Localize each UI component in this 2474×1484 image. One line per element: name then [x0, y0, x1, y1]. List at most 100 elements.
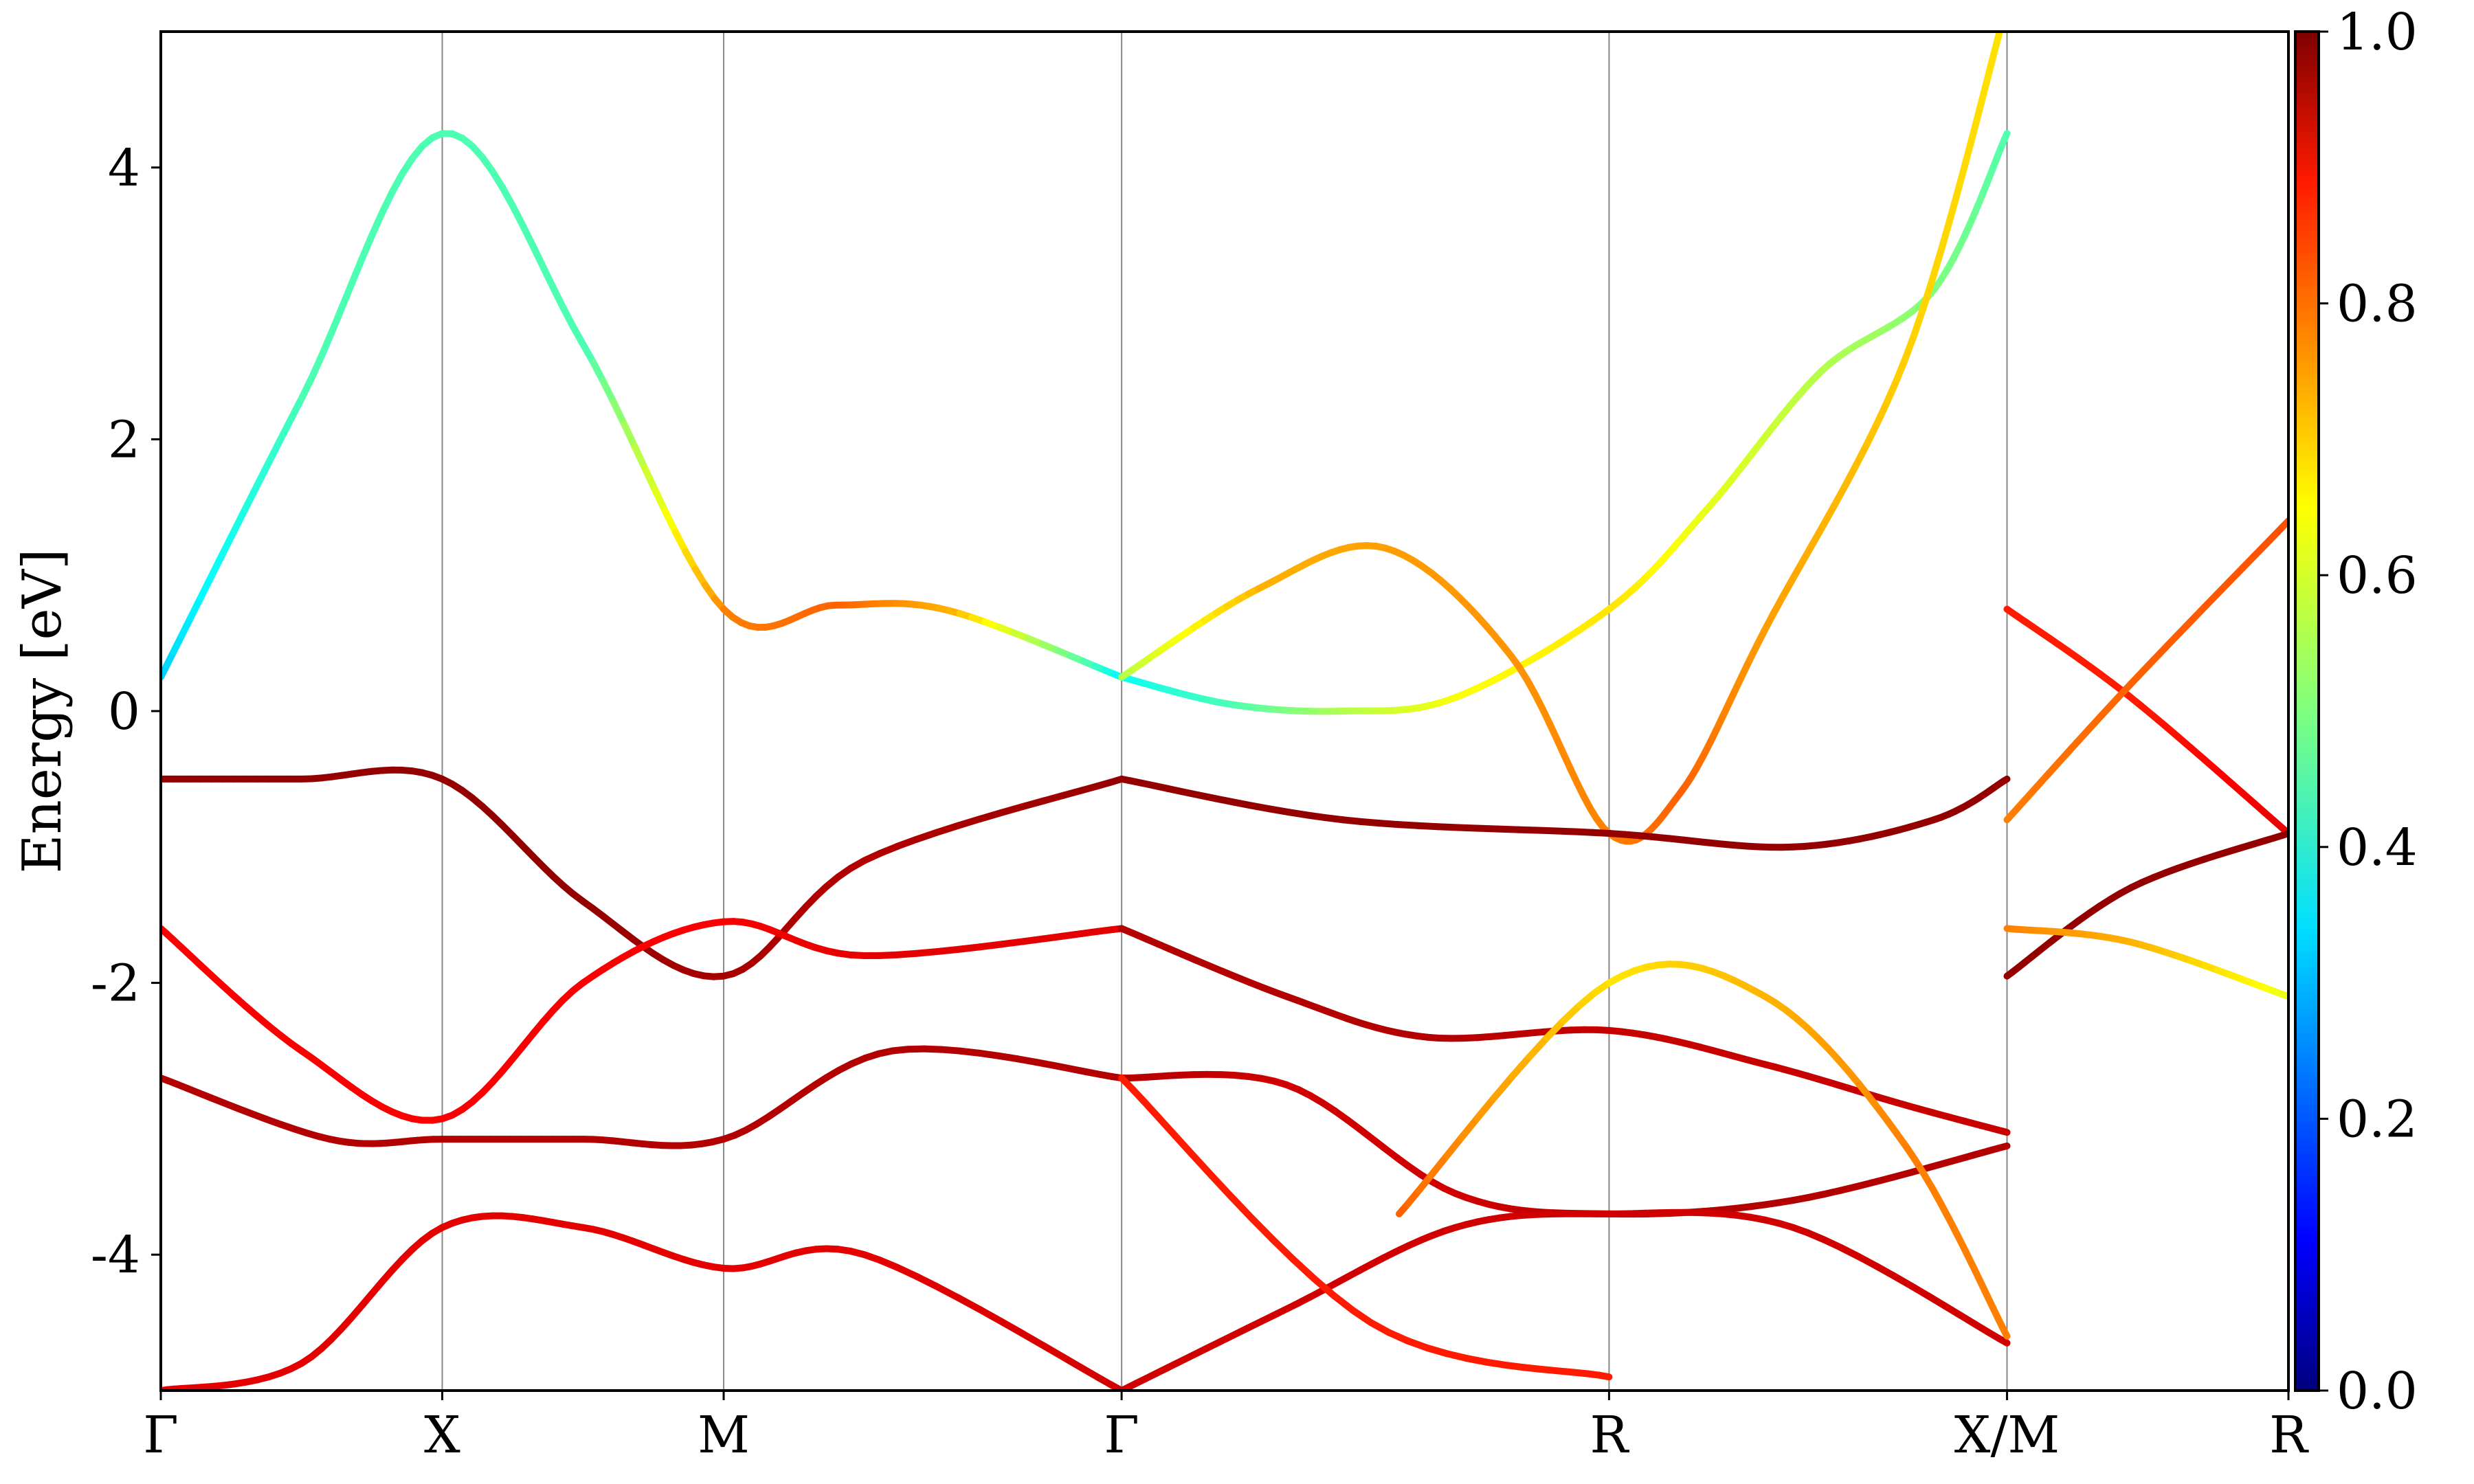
band-segment: [1994, 1142, 2011, 1152]
axis-ticks: Γ X M Γ R X/M R -4 -2 0 2 4: [91, 139, 2309, 1465]
band-segment: [1310, 1274, 1337, 1299]
band-segment: [338, 280, 355, 312]
band-segment: [1019, 935, 1048, 945]
band-segment: [998, 1318, 1027, 1338]
band-segment: [1227, 1193, 1256, 1222]
x-tick-label: M: [698, 1406, 750, 1465]
y-axis-title: Energy [eV]: [12, 549, 74, 874]
band-segment: [519, 221, 537, 249]
band-segment: [1873, 398, 1891, 427]
band-segment: [1155, 1114, 1179, 1139]
band-segment: [620, 420, 638, 449]
x-tick-label: X: [424, 1406, 460, 1465]
band-segment: [318, 328, 335, 359]
colorbar-tick-label: 0.0: [2337, 1362, 2418, 1421]
band-segment: [1289, 1256, 1317, 1282]
band-segment: [1208, 1172, 1235, 1201]
colorbar-ticks: 0.0 0.2 0.4 0.6 0.8 1.0: [2319, 3, 2418, 1421]
band-segment: [599, 378, 617, 406]
band-segment: [499, 184, 516, 210]
band-segment: [265, 436, 284, 466]
band-segment: [208, 550, 226, 581]
band-segment: [998, 802, 1027, 816]
band-segment: [977, 1306, 1005, 1325]
band-segment: [1969, 104, 1984, 139]
band-segment: [287, 395, 305, 423]
band-segment: [2001, 775, 2011, 785]
y-tick-label: -2: [91, 954, 140, 1013]
band-segment: [1019, 1330, 1048, 1350]
y-tick-label: 2: [108, 410, 140, 469]
band-segment: [378, 189, 396, 217]
band-segment: [529, 242, 546, 270]
band-segment: [1809, 521, 1827, 548]
band-segment: [662, 508, 679, 536]
band-segment: [933, 945, 962, 956]
band-segment: [977, 809, 1005, 823]
band-segment: [610, 398, 627, 427]
band-segment: [1427, 1154, 1449, 1179]
band-segment: [1945, 190, 1961, 227]
band-segment: [1141, 1098, 1163, 1121]
band-segment: [913, 829, 941, 843]
band-segment: [539, 262, 557, 291]
band-segment: [998, 938, 1027, 948]
band-segment: [1269, 1235, 1297, 1263]
x-tick-label: X/M: [1954, 1406, 2060, 1465]
band-segment: [2003, 4, 2007, 19]
band-segment: [187, 594, 205, 621]
band-segment: [1040, 1342, 1067, 1361]
y-tick-label: 0: [108, 682, 140, 741]
x-tick-label: Γ: [143, 1406, 178, 1465]
band-segment: [1852, 441, 1871, 469]
band-segment: [219, 528, 238, 558]
band-segment: [1919, 278, 1936, 312]
band-segment: [1171, 1132, 1196, 1159]
band-segment: [1457, 1114, 1481, 1142]
band-segment: [1349, 1307, 1374, 1327]
band-segment: [1983, 54, 1996, 86]
band-segment: [955, 816, 984, 829]
band-segment: [1442, 1134, 1464, 1161]
x-tick-label: Γ: [1104, 1406, 1139, 1465]
band-segment: [388, 170, 406, 196]
band-segment: [955, 1294, 984, 1314]
y-tick-label: -4: [91, 1226, 140, 1285]
colorbar-tick-label: 1.0: [2337, 3, 2418, 62]
x-tick-label: R: [2269, 1406, 2309, 1465]
y-tick-label: 4: [108, 139, 140, 198]
band-segment: [1961, 132, 1976, 168]
band-segment: [230, 505, 249, 535]
band-segment: [1953, 160, 1969, 197]
band-segment: [651, 486, 669, 515]
band-segment: [509, 202, 526, 229]
band-segment: [1248, 1215, 1276, 1243]
band-segment: [276, 415, 295, 444]
band-segment: [1994, 1334, 2011, 1347]
band-segment: [1330, 1292, 1357, 1314]
band-segment: [1902, 330, 1918, 361]
band-segment: [1976, 78, 1990, 112]
band-segment: [1994, 32, 2003, 41]
band-segment: [308, 352, 326, 382]
band-segment: [549, 283, 567, 311]
band-segment: [913, 1272, 941, 1290]
band-segment: [368, 210, 386, 239]
band-segment: [348, 256, 366, 287]
band-segment: [977, 941, 1005, 951]
colorbar-tick-label: 0.4: [2337, 818, 2418, 877]
band-segment: [1820, 502, 1838, 529]
k-point-gridlines: [441, 32, 2008, 1391]
band-segment: [197, 573, 215, 601]
band-segment: [1893, 354, 1910, 384]
band-segment: [559, 303, 577, 330]
band-segment: [1884, 376, 1900, 405]
band-segment: [1543, 1017, 1568, 1042]
band-segment: [328, 304, 346, 336]
band-segment: [1473, 1094, 1498, 1122]
band-lines: [161, 4, 2288, 1391]
band-segment: [933, 1283, 962, 1301]
band-segment: [893, 1263, 920, 1280]
